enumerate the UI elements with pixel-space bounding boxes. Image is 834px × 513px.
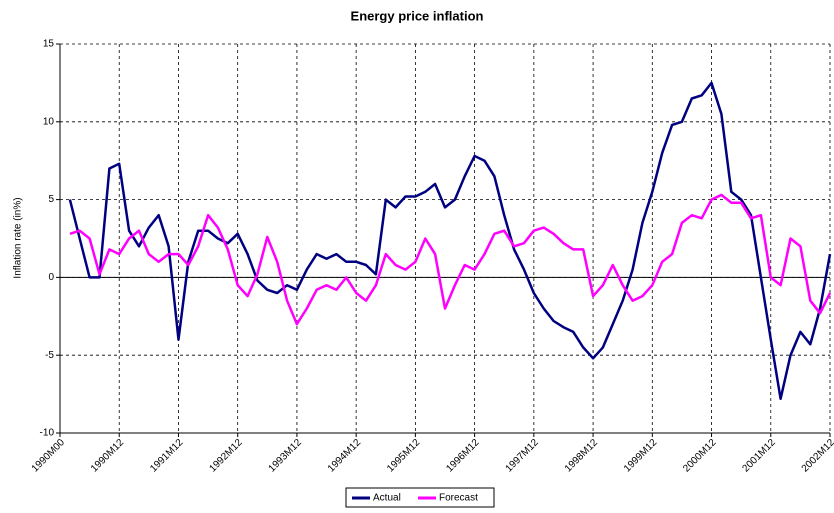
series-line <box>69 193 832 326</box>
series-line <box>68 81 832 401</box>
legend-label: Actual <box>373 493 401 504</box>
y-tick-label: 0 <box>48 272 54 283</box>
x-tick-label: 1995M12 <box>385 437 423 475</box>
y-tick-label: 10 <box>43 116 55 127</box>
legend-label: Forecast <box>439 493 478 504</box>
chart-title: Energy price inflation <box>351 8 484 23</box>
x-tick-label: 1996M12 <box>444 437 482 475</box>
x-tick-label: 1998M12 <box>563 437 601 475</box>
x-tick-label: 2002M12 <box>800 437 834 475</box>
x-tick-label: 1990M00 <box>30 437 68 475</box>
x-tick-label: 1993M12 <box>267 437 305 475</box>
y-axis-label: Inflation rate (in%) <box>13 197 24 278</box>
x-tick-label: 2001M12 <box>740 437 778 475</box>
y-tick-label: -10 <box>40 428 55 439</box>
x-tick-label: 1994M12 <box>326 437 364 475</box>
y-tick-label: 5 <box>48 194 54 205</box>
x-tick-label: 1992M12 <box>207 437 245 475</box>
x-tick-label: 1999M12 <box>622 437 660 475</box>
x-tick-label: 1997M12 <box>504 437 542 475</box>
y-tick-label: 15 <box>43 39 55 50</box>
x-tick-label: 2000M12 <box>681 437 719 475</box>
x-tick-label: 1991M12 <box>148 437 186 475</box>
y-tick-label: -5 <box>45 350 54 361</box>
x-tick-label: 1990M12 <box>89 437 127 475</box>
